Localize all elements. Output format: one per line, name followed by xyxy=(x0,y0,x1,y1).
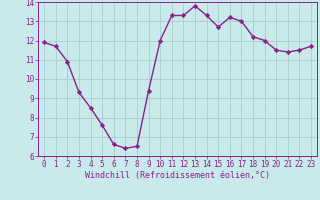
X-axis label: Windchill (Refroidissement éolien,°C): Windchill (Refroidissement éolien,°C) xyxy=(85,171,270,180)
